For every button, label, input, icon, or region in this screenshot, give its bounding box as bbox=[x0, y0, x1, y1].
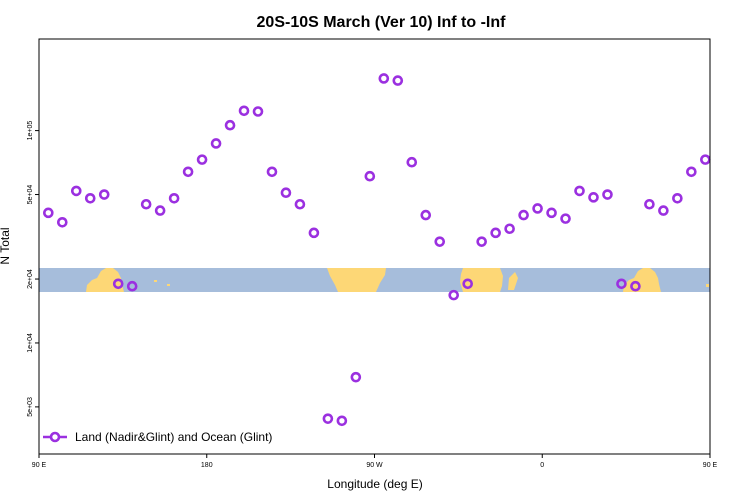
data-point bbox=[420, 209, 432, 221]
y-tick-label: 1e+05 bbox=[27, 121, 34, 141]
y-tick-label: 5e+04 bbox=[27, 185, 34, 205]
data-point bbox=[574, 185, 585, 197]
data-point bbox=[490, 227, 501, 239]
data-point bbox=[196, 154, 208, 165]
data-point bbox=[560, 213, 571, 224]
data-point bbox=[252, 106, 264, 117]
data-point bbox=[140, 198, 152, 210]
data-point bbox=[364, 170, 376, 182]
data-point bbox=[224, 119, 236, 131]
x-tick-label: 90 E bbox=[32, 462, 47, 469]
data-point bbox=[350, 371, 362, 383]
data-point bbox=[700, 154, 711, 165]
data-point bbox=[630, 280, 641, 292]
data-point bbox=[322, 413, 334, 424]
map-strip bbox=[39, 268, 710, 292]
data-point bbox=[588, 192, 599, 203]
data-point bbox=[686, 166, 697, 178]
data-point bbox=[532, 203, 543, 214]
data-point bbox=[644, 198, 655, 210]
y-axis-label: N Total bbox=[0, 227, 12, 264]
data-point bbox=[182, 166, 194, 178]
data-point bbox=[56, 216, 68, 228]
data-point bbox=[546, 207, 557, 219]
data-point bbox=[238, 105, 250, 117]
data-point bbox=[518, 209, 529, 221]
x-tick-label: 90 E bbox=[703, 462, 718, 469]
map-land-island bbox=[706, 284, 709, 287]
plot-frame bbox=[38, 38, 711, 455]
legend-label: Land (Nadir&Glint) and Ocean (Glint) bbox=[75, 430, 272, 444]
data-point bbox=[658, 205, 669, 216]
data-point bbox=[672, 192, 683, 204]
map-land-island bbox=[167, 284, 170, 286]
data-point bbox=[84, 192, 96, 204]
data-point bbox=[392, 75, 404, 86]
data-point bbox=[378, 73, 390, 84]
plot-area bbox=[43, 73, 711, 427]
data-point bbox=[210, 138, 222, 149]
map-land-south-america bbox=[327, 268, 386, 292]
data-point bbox=[308, 227, 320, 239]
y-tick-label: 2e+04 bbox=[27, 269, 34, 289]
x-axis-label: Longitude (deg E) bbox=[327, 477, 422, 491]
data-point bbox=[602, 189, 613, 200]
legend: Land (Nadir&Glint) and Ocean (Glint) bbox=[43, 430, 272, 444]
data-point bbox=[476, 236, 487, 247]
data-point bbox=[154, 205, 166, 216]
data-point bbox=[406, 156, 418, 168]
y-tick-label: 5e+03 bbox=[27, 397, 34, 417]
data-point bbox=[434, 236, 446, 247]
legend-marker bbox=[49, 431, 61, 443]
y-tick-label: 1e+04 bbox=[27, 333, 34, 353]
data-point bbox=[43, 207, 54, 219]
x-axis: 90 E 180 90 W 0 90 E bbox=[32, 454, 718, 469]
map-land-madagascar bbox=[508, 272, 518, 290]
data-point bbox=[504, 223, 515, 235]
data-point bbox=[126, 280, 138, 292]
data-point bbox=[98, 189, 110, 200]
x-tick-label: 180 bbox=[201, 462, 213, 469]
data-point bbox=[112, 278, 124, 290]
data-point bbox=[616, 278, 627, 290]
map-land-island bbox=[154, 280, 157, 282]
data-point bbox=[70, 185, 82, 197]
data-point bbox=[294, 198, 306, 210]
data-point bbox=[462, 278, 473, 290]
x-tick-label: 90 W bbox=[366, 462, 383, 469]
y-axis: 5e+03 1e+04 2e+04 5e+04 1e+05 bbox=[27, 121, 39, 417]
x-tick-label: 0 bbox=[540, 462, 544, 469]
data-point bbox=[448, 289, 460, 301]
data-point bbox=[266, 166, 278, 178]
data-point bbox=[336, 415, 348, 427]
chart-title: 20S-10S March (Ver 10) Inf to -Inf bbox=[257, 14, 507, 31]
data-point bbox=[168, 192, 180, 204]
data-point bbox=[280, 187, 292, 199]
